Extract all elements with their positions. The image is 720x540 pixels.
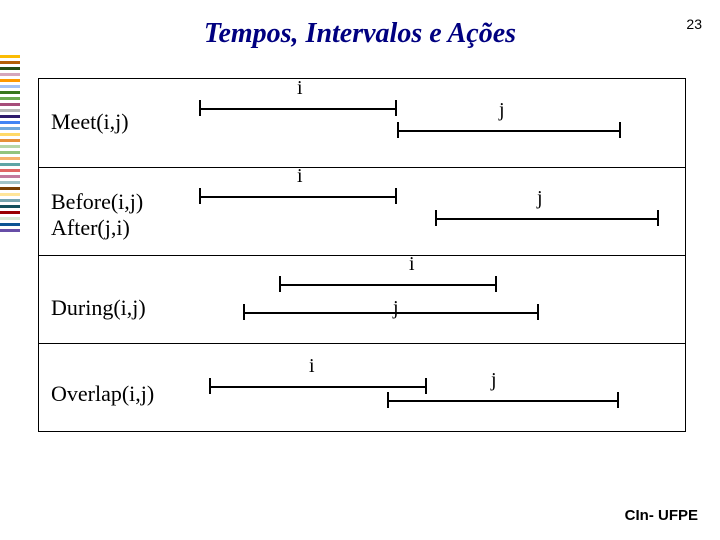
interval-label-i: i bbox=[409, 253, 415, 276]
stripe bbox=[0, 115, 20, 118]
stripe bbox=[0, 73, 20, 76]
stripe bbox=[0, 133, 20, 136]
stripe bbox=[0, 223, 20, 226]
stripe bbox=[0, 85, 20, 88]
row-divider bbox=[39, 167, 685, 168]
stripe bbox=[0, 67, 20, 70]
interval-label-j: j bbox=[499, 99, 505, 122]
stripe bbox=[0, 157, 20, 160]
stripe bbox=[0, 217, 20, 220]
stripe bbox=[0, 163, 20, 166]
interval-i bbox=[199, 99, 397, 117]
row-divider bbox=[39, 255, 685, 256]
stripe bbox=[0, 109, 20, 112]
row-divider bbox=[39, 343, 685, 344]
interval-label-j: j bbox=[537, 187, 543, 210]
stripe bbox=[0, 61, 20, 64]
interval-j bbox=[243, 303, 539, 321]
stripe bbox=[0, 187, 20, 190]
stripe bbox=[0, 79, 20, 82]
stripe bbox=[0, 145, 20, 148]
interval-label-j: j bbox=[491, 369, 497, 392]
stripe bbox=[0, 97, 20, 100]
interval-label-j: j bbox=[393, 297, 399, 320]
stripe bbox=[0, 169, 20, 172]
stripe bbox=[0, 199, 20, 202]
relation-label: Before(i,j) After(j,i) bbox=[51, 189, 143, 241]
stripe bbox=[0, 181, 20, 184]
stripe bbox=[0, 175, 20, 178]
relation-label: During(i,j) bbox=[51, 295, 146, 321]
relation-label: Meet(i,j) bbox=[51, 109, 129, 135]
interval-j bbox=[397, 121, 621, 139]
stripe bbox=[0, 205, 20, 208]
stripe bbox=[0, 55, 20, 58]
footer-label: CIn- UFPE bbox=[625, 507, 698, 524]
slide-number: 23 bbox=[686, 16, 702, 32]
slide-title: Tempos, Intervalos e Ações bbox=[0, 18, 720, 50]
interval-label-i: i bbox=[297, 77, 303, 100]
interval-i bbox=[199, 187, 397, 205]
interval-j bbox=[387, 391, 619, 409]
left-stripes bbox=[0, 55, 20, 235]
stripe bbox=[0, 151, 20, 154]
stripe bbox=[0, 127, 20, 130]
relation-label: Overlap(i,j) bbox=[51, 381, 154, 407]
stripe bbox=[0, 121, 20, 124]
stripe bbox=[0, 91, 20, 94]
stripe bbox=[0, 229, 20, 232]
stripe bbox=[0, 139, 20, 142]
interval-label-i: i bbox=[309, 355, 315, 378]
stripe bbox=[0, 103, 20, 106]
stripe bbox=[0, 211, 20, 214]
stripe bbox=[0, 193, 20, 196]
interval-j bbox=[435, 209, 659, 227]
relations-table: Meet(i,j)ijBefore(i,j) After(j,i)ijDurin… bbox=[38, 78, 686, 432]
interval-label-i: i bbox=[297, 165, 303, 188]
interval-i bbox=[279, 275, 497, 293]
